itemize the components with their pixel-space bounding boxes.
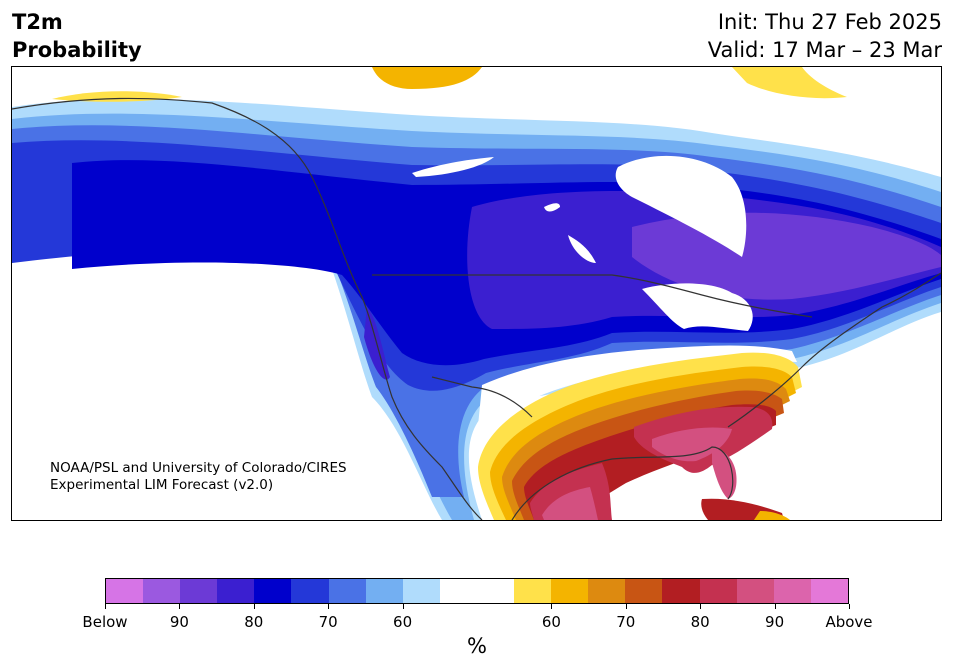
init-date: Init: Thu 27 Feb 2025 <box>717 10 942 34</box>
colorbar-segment <box>773 579 811 603</box>
border-us-canada <box>372 274 813 318</box>
title-line-2: Probability <box>12 38 142 62</box>
colorbar <box>105 578 849 604</box>
credit-line-2: Experimental LIM Forecast (v2.0) <box>50 477 274 493</box>
colorbar-tick-mark <box>328 604 330 609</box>
colorbar-tick-label: Below <box>82 613 128 631</box>
lake-great-slave <box>412 157 494 177</box>
colorbar-segment <box>514 579 552 603</box>
colorbar-segment <box>291 579 329 603</box>
colorbar-tick-mark <box>625 604 627 609</box>
valid-range: Valid: 17 Mar – 23 Mar <box>707 38 942 62</box>
colorbar-segment <box>662 579 700 603</box>
colorbar-segment <box>476 579 515 603</box>
border-us-mexico <box>431 376 533 418</box>
colorbar-tick-label: 60 <box>393 613 413 631</box>
great-lakes <box>642 283 753 331</box>
colorbar-segment <box>588 579 626 603</box>
colorbar-tick-label: 80 <box>244 613 264 631</box>
colorbar-tick-label: 70 <box>616 613 636 631</box>
colorbar-segment <box>180 579 218 603</box>
colorbar-tick-mark <box>700 604 702 609</box>
colorbar-segment <box>736 579 774 603</box>
colorbar-unit: % <box>467 634 487 658</box>
coastline-east <box>727 272 941 428</box>
hudson-bay <box>615 155 747 257</box>
colorbar-segment <box>143 579 181 603</box>
lake-athabasca <box>544 203 560 212</box>
colorbar-segment <box>217 579 255 603</box>
region-arctic-above-1 <box>372 67 482 89</box>
colorbar-segment <box>439 579 477 603</box>
colorbar-tick-mark <box>105 604 106 609</box>
map-panel: NOAA/PSL and University of Colorado/CIRE… <box>11 66 942 521</box>
credit-line-1: NOAA/PSL and University of Colorado/CIRE… <box>50 460 347 476</box>
map-title: T2m Probability <box>12 8 142 64</box>
colorbar-segment <box>551 579 589 603</box>
coastline-west <box>12 97 483 520</box>
colorbar-tick-mark <box>774 604 776 609</box>
region-arctic-above-2 <box>732 67 847 99</box>
colorbar-tick-label: 80 <box>690 613 710 631</box>
probability-map <box>12 67 941 520</box>
region-caribbean-yellow <box>754 511 790 520</box>
colorbar-segment <box>402 579 440 603</box>
colorbar-segment <box>625 579 663 603</box>
colorbar-segment <box>365 579 403 603</box>
colorbar-tick-label: Above <box>825 613 873 631</box>
forecast-dates: Init: Thu 27 Feb 2025 Valid: 17 Mar – 23… <box>708 8 942 64</box>
colorbar-tick-label: 70 <box>318 613 338 631</box>
colorbar-segment <box>699 579 737 603</box>
colorbar-tick-mark <box>179 604 181 609</box>
region-above-90 <box>542 427 732 520</box>
colorbar-tick-mark <box>849 604 850 609</box>
title-line-1: T2m <box>12 10 63 34</box>
colorbar-tick-mark <box>253 604 255 609</box>
colorbar-segment <box>254 579 292 603</box>
colorbar-tick-label: 90 <box>765 613 785 631</box>
colorbar-segment <box>106 579 144 603</box>
region-neutral <box>474 345 797 467</box>
colorbar-tick-mark <box>551 604 553 609</box>
lake-winnipeg <box>568 235 596 263</box>
coastline-gulf <box>511 446 734 520</box>
colorbar-tick-label: 90 <box>169 613 189 631</box>
credit-text: NOAA/PSL and University of Colorado/CIRE… <box>50 460 347 494</box>
region-florida <box>712 447 737 499</box>
colorbar-tick-label: 60 <box>541 613 561 631</box>
colorbar-tick-mark <box>402 604 404 609</box>
colorbar-segment <box>810 579 848 603</box>
colorbar-segment <box>328 579 366 603</box>
